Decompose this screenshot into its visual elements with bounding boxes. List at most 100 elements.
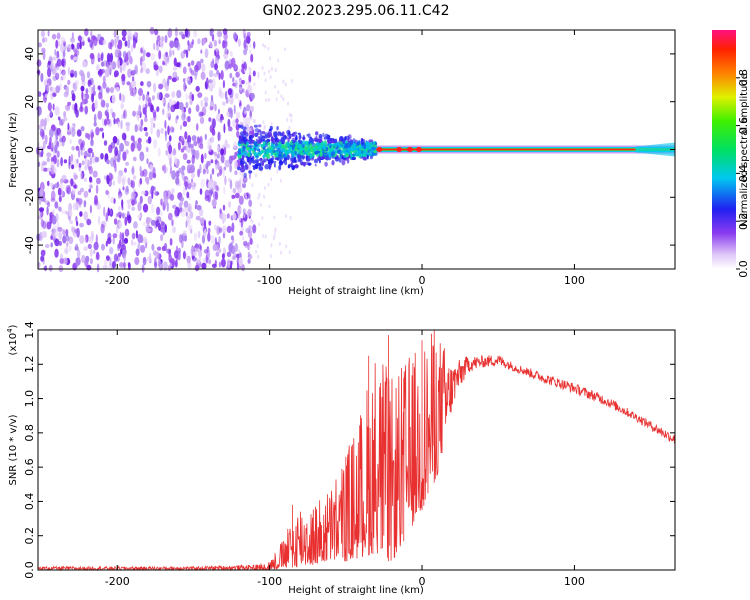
noise-speck — [180, 210, 186, 218]
noise-speck — [138, 88, 143, 96]
noise-speck — [175, 177, 180, 185]
y-tick-label: 0.6 — [23, 458, 36, 476]
transition-speck — [316, 142, 320, 147]
noise-speck — [54, 238, 60, 247]
noise-speck — [234, 170, 238, 175]
noise-speck — [58, 231, 63, 241]
transition-speck — [253, 124, 258, 128]
colorbar-tick-label: 0.4 — [737, 165, 750, 183]
noise-speck — [123, 254, 126, 262]
noise-speck — [237, 204, 242, 215]
noise-speck — [285, 244, 288, 249]
transition-speck — [337, 149, 341, 155]
noise-speck — [239, 86, 242, 91]
noise-speck — [110, 174, 114, 180]
transition-speck — [315, 150, 321, 154]
noise-speck — [174, 259, 178, 268]
noise-speck — [167, 212, 173, 221]
noise-speck — [40, 30, 46, 38]
noise-speck — [47, 78, 52, 87]
noise-speck — [166, 202, 169, 212]
noise-speck — [84, 165, 88, 171]
transition-speck — [261, 160, 264, 167]
transition-speck — [360, 138, 364, 145]
noise-speck — [204, 101, 208, 108]
noise-speck — [268, 204, 271, 209]
noise-speck — [115, 87, 120, 92]
noise-speck — [168, 144, 173, 155]
transition-speck — [324, 133, 329, 139]
noise-speck — [257, 254, 260, 259]
noise-speck — [92, 170, 98, 178]
transition-speck — [276, 138, 280, 143]
transition-speck — [245, 164, 249, 170]
noise-speck — [151, 109, 157, 115]
transition-speck — [371, 146, 376, 151]
noise-speck — [120, 248, 123, 255]
noise-speck — [41, 230, 48, 238]
noise-speck — [150, 52, 156, 61]
transition-speck — [258, 153, 262, 157]
colorbar-tick-label: 0.8 — [737, 69, 750, 87]
noise-speck — [145, 216, 151, 225]
noise-speck — [103, 206, 106, 217]
noise-speck — [59, 68, 62, 75]
noise-speck — [248, 85, 251, 90]
transition-speck — [311, 151, 315, 157]
noise-speck — [195, 85, 200, 92]
noise-speck — [200, 58, 204, 64]
noise-speck — [162, 108, 165, 116]
noise-speck — [46, 114, 50, 123]
noise-speck — [208, 79, 213, 84]
noise-speck — [230, 235, 234, 241]
noise-speck — [85, 255, 90, 263]
transition-speck — [284, 160, 288, 166]
noise-speck — [47, 60, 51, 66]
noise-speck — [97, 57, 101, 63]
noise-speck — [75, 80, 79, 85]
noise-speck — [133, 156, 137, 162]
noise-speck — [117, 121, 120, 128]
noise-speck — [77, 249, 81, 259]
noise-speck — [44, 79, 48, 85]
noise-speck — [166, 248, 172, 254]
transition-speck — [315, 135, 318, 141]
noise-speck — [79, 40, 82, 50]
noise-speck — [117, 174, 122, 185]
transition-speck — [286, 141, 289, 145]
noise-speck — [123, 110, 126, 119]
transition-speck — [238, 140, 243, 144]
noise-speck — [158, 222, 161, 231]
noise-speck — [70, 178, 74, 187]
transition-speck — [258, 166, 264, 171]
noise-speck — [55, 72, 60, 81]
noise-speck — [257, 74, 260, 79]
noise-speck — [147, 97, 152, 106]
noise-speck — [105, 240, 108, 247]
noise-speck — [183, 82, 187, 92]
noise-speck — [169, 158, 172, 167]
noise-speck — [182, 250, 186, 260]
noise-speck — [217, 160, 220, 171]
noise-speck — [187, 203, 192, 213]
noise-speck — [189, 211, 194, 219]
noise-speck — [56, 150, 60, 158]
x-tick-label: 100 — [564, 274, 585, 287]
noise-speck — [50, 190, 56, 201]
noise-speck — [269, 75, 272, 80]
noise-speck — [252, 118, 255, 123]
noise-speck — [48, 264, 53, 272]
transition-speck — [280, 148, 286, 153]
noise-speck — [143, 221, 146, 227]
noise-speck — [133, 175, 137, 180]
noise-speck — [163, 261, 168, 271]
noise-speck — [204, 219, 206, 229]
noise-speck — [84, 236, 87, 244]
transition-speck — [253, 141, 258, 146]
transition-speck — [256, 131, 260, 136]
noise-speck — [48, 141, 52, 149]
noise-speck — [53, 229, 59, 238]
transition-speck — [343, 154, 346, 158]
noise-speck — [131, 167, 135, 175]
noise-speck — [249, 237, 253, 245]
